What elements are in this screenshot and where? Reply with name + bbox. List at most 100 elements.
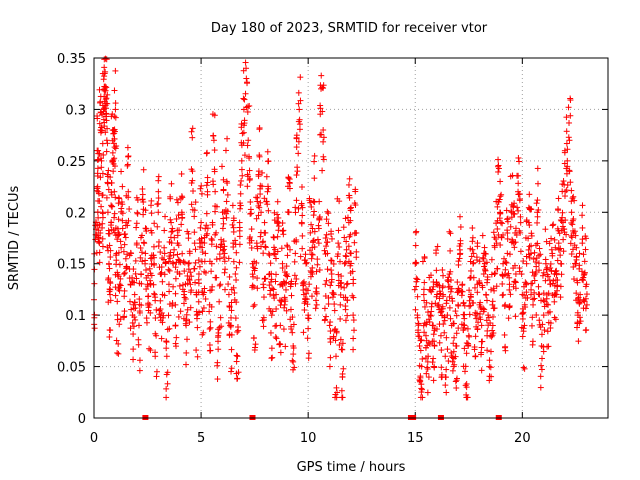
data-point (540, 269, 547, 276)
data-point (170, 283, 177, 290)
data-point (234, 353, 241, 360)
data-point (350, 312, 357, 319)
data-point (544, 343, 551, 350)
data-point (270, 286, 277, 293)
data-point (506, 303, 513, 310)
data-point (512, 225, 519, 232)
data-point (450, 340, 457, 347)
data-point (456, 255, 463, 262)
data-point (568, 187, 575, 194)
data-point (292, 204, 299, 211)
data-point (516, 227, 523, 234)
data-point (521, 365, 528, 372)
data-point (574, 277, 581, 284)
data-point (300, 281, 307, 288)
data-point (134, 210, 141, 217)
data-point (534, 165, 541, 172)
data-point (182, 296, 189, 303)
data-point (201, 285, 208, 292)
data-point (259, 317, 266, 324)
data-point (531, 295, 538, 302)
data-point (271, 217, 278, 224)
data-point (551, 292, 558, 299)
data-point (282, 343, 289, 350)
data-point (524, 294, 531, 301)
data-point (286, 185, 293, 192)
data-point (464, 394, 471, 401)
data-point (172, 340, 179, 347)
data-point (195, 276, 202, 283)
data-point (124, 144, 131, 151)
data-point (146, 265, 153, 272)
data-point (573, 256, 580, 263)
data-point (561, 193, 568, 200)
data-point (248, 244, 255, 251)
data-point (152, 330, 159, 337)
data-point (169, 259, 176, 266)
data-point (495, 199, 502, 205)
data-point (220, 215, 227, 222)
data-point (458, 292, 465, 299)
data-point (304, 287, 311, 294)
data-point (570, 263, 577, 270)
data-point (114, 298, 121, 305)
data-point (220, 220, 227, 227)
data-point (576, 314, 583, 321)
data-point (448, 285, 455, 292)
data-point (497, 178, 504, 185)
data-point (142, 250, 149, 257)
data-point (167, 255, 174, 262)
data-point (547, 264, 554, 271)
data-point (183, 311, 190, 318)
axes: 0 0.05 0.1 0.15 0.2 0.25 0.3 0.35 0 5 10 15 20 (57, 52, 608, 446)
data-point (328, 271, 335, 277)
data-point (504, 235, 511, 242)
data-point (196, 263, 203, 270)
data-point (571, 228, 578, 235)
data-point (241, 96, 248, 103)
data-point (91, 311, 98, 318)
data-point (512, 271, 519, 277)
data-point (352, 188, 359, 195)
data-point (103, 95, 110, 102)
data-point (96, 198, 103, 205)
data-point (449, 367, 456, 374)
data-point (285, 175, 292, 182)
data-point (260, 284, 267, 291)
data-point (438, 347, 445, 354)
data-point (180, 300, 187, 307)
y-tick-label: 0 (78, 412, 86, 427)
data-point (151, 220, 158, 227)
data-point (251, 265, 258, 272)
data-point (250, 303, 257, 310)
data-point (529, 314, 536, 321)
data-point (109, 111, 116, 118)
data-point (155, 195, 162, 202)
data-point (443, 334, 450, 341)
data-point (107, 286, 114, 293)
data-point (112, 106, 119, 113)
data-point (341, 234, 348, 241)
data-point (96, 259, 103, 266)
data-point (576, 250, 583, 257)
data-point (217, 314, 224, 321)
data-point (564, 182, 571, 189)
data-point (298, 184, 305, 191)
data-point (235, 327, 242, 334)
data-point (208, 235, 215, 242)
data-point (160, 312, 167, 319)
data-point (433, 250, 440, 257)
data-point (563, 114, 570, 121)
data-point (98, 164, 105, 171)
data-point (560, 248, 567, 255)
data-point (204, 230, 211, 237)
data-point (153, 306, 160, 313)
data-point (260, 323, 267, 330)
data-point (132, 305, 139, 312)
data-point (343, 246, 350, 253)
data-point (453, 377, 460, 384)
data-point (277, 349, 284, 356)
data-point (338, 387, 345, 394)
data-point (179, 215, 186, 222)
data-point (310, 237, 317, 244)
